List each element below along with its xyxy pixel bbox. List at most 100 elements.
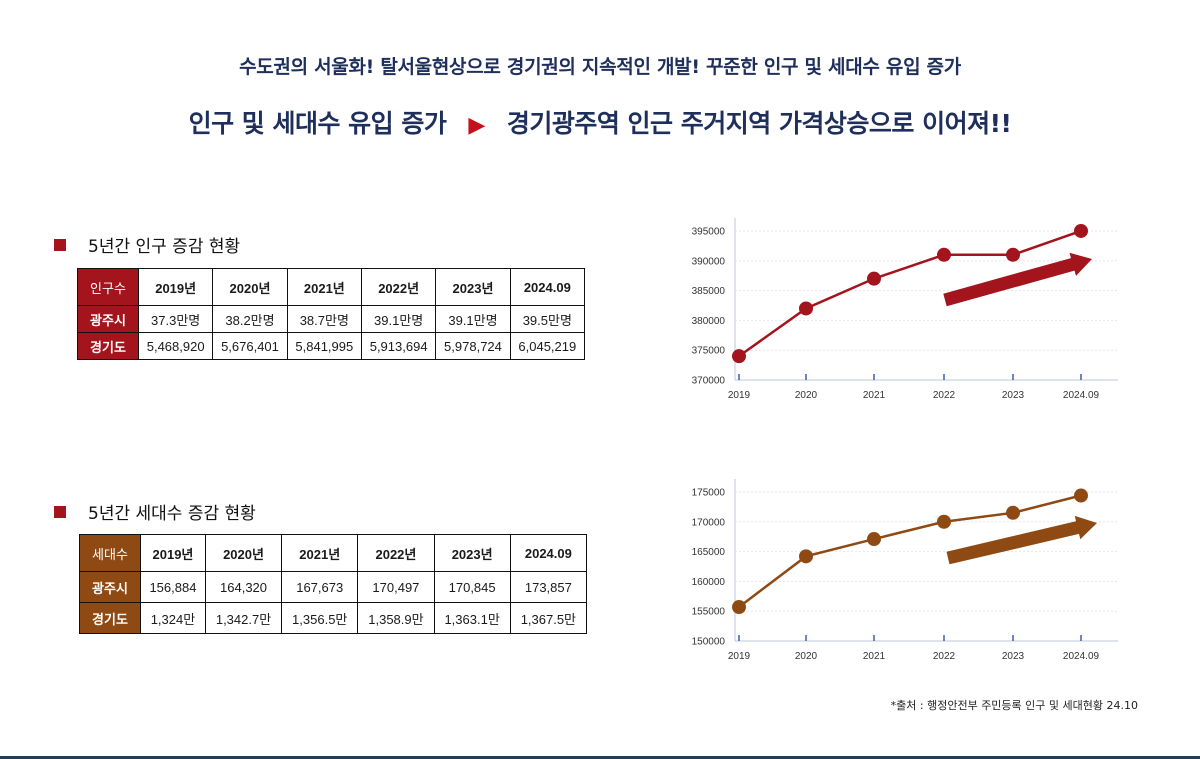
table-row: 광주시 156,884 164,320 167,673 170,497 170,… [79,571,588,603]
data-point [937,247,951,262]
table-cell: 170,497 [357,571,435,603]
table-cell: 39.1만명 [360,305,437,333]
y-tick-label: 370000 [692,376,726,387]
data-point [867,532,881,547]
data-point [937,514,951,529]
table-cell: 5,468,920 [137,332,214,360]
household-table: 세대수 2019년 2020년 2021년 2022년 2023년 2024.0… [79,534,588,634]
table-cell: 173,857 [509,571,588,603]
y-tick-label: 170000 [692,517,726,528]
trend-arrow-icon [943,252,1092,307]
data-point [732,349,746,364]
headline-secondary: 인구 및 세대수 유입 증가 ▶ 경기광주역 인근 주거지역 가격상승으로 이어져!… [0,104,1200,140]
population-col-header: 2023년 [435,268,511,306]
table-cell: 5,913,694 [360,332,437,360]
x-tick-label: 2021 [863,390,886,401]
table-cell: 1,358.9만 [357,602,435,634]
population-col-header: 2022년 [360,268,437,306]
row-label-gwangju: 광주시 [77,305,139,333]
x-tick-label: 2023 [1002,390,1025,401]
table-cell: 6,045,219 [509,332,586,360]
source-note: *출처 : 행정안전부 주민등록 인구 및 세대현황 24.10 [890,699,1138,712]
red-square-bullet-icon [54,238,66,251]
table-row: 광주시 37.3만명 38.2만명 38.7만명 39.1만명 39.1만명 3… [77,305,586,333]
y-tick-label: 165000 [692,547,726,558]
y-tick-label: 155000 [692,607,726,618]
table-row: 경기도 1,324만 1,342.7만 1,356.5만 1,358.9만 1,… [79,602,588,634]
x-tick-label: 2024.09 [1063,390,1100,401]
household-section-title-text: 5년간 세대수 증감 현황 [88,504,256,524]
population-col-header: 2021년 [286,268,362,306]
data-point [1074,488,1088,503]
data-point [732,600,746,615]
table-cell: 156,884 [140,571,206,603]
population-col-header: 2020년 [212,268,288,306]
household-table-corner: 세대수 [79,534,141,572]
population-table-corner: 인구수 [77,268,139,306]
table-cell: 1,356.5만 [281,602,359,634]
household-col-header: 2020년 [204,534,283,572]
row-label-gyeonggi: 경기도 [77,332,139,360]
x-tick-label: 2024.09 [1063,651,1100,662]
table-cell: 5,676,401 [212,332,288,360]
table-cell: 170,845 [433,571,511,603]
x-tick-label: 2020 [795,651,818,662]
data-point [1006,505,1020,520]
table-cell: 1,367.5만 [509,602,588,634]
data-point [1074,223,1088,238]
red-square-bullet-icon [54,505,66,518]
household-col-header: 2024.09 [509,534,588,572]
series-line [738,494,1082,609]
table-cell: 5,978,724 [435,332,511,360]
population-table-header-row: 인구수 2019년 2020년 2021년 2022년 2023년 2024.0… [77,268,586,306]
data-point [799,549,813,564]
headline-left-text: 인구 및 세대수 유입 증가 [188,109,447,138]
y-tick-label: 175000 [692,487,726,498]
household-line-chart: 150000 155000 160000 165000 170000 175000 2019… [692,479,1118,662]
trend-arrow-icon [946,515,1097,565]
data-point [867,271,881,286]
table-cell: 38.2만명 [212,305,288,333]
table-cell: 39.5만명 [509,305,586,333]
table-cell: 1,324만 [140,602,206,634]
table-cell: 37.3만명 [137,305,214,333]
x-tick-label: 2019 [728,390,751,401]
bottom-divider [0,756,1200,759]
x-tick-label: 2022 [933,390,956,401]
y-tick-label: 375000 [692,346,726,357]
y-tick-label: 380000 [692,316,726,327]
population-section-title-text: 5년간 인구 증감 현황 [88,237,241,257]
x-tick-label: 2020 [795,390,818,401]
household-col-header: 2023년 [433,534,511,572]
table-cell: 1,342.7만 [204,602,283,634]
play-arrow-icon: ▶ [468,113,485,138]
table-row: 경기도 5,468,920 5,676,401 5,841,995 5,913,… [77,332,586,360]
x-tick-label: 2022 [933,651,956,662]
y-tick-label: 160000 [692,577,726,588]
household-col-header: 2022년 [357,534,435,572]
table-cell: 38.7만명 [286,305,362,333]
headline-right-text: 경기광주역 인근 주거지역 가격상승으로 이어져!! [506,109,1012,138]
x-tick-label: 2021 [863,651,886,662]
population-line-chart: 370000 375000 380000 385000 390000 395000 2019… [692,218,1118,401]
table-cell: 164,320 [204,571,283,603]
population-section-title: 5년간 인구 증감 현황 [54,232,240,257]
table-cell: 167,673 [281,571,359,603]
data-point [1006,247,1020,262]
household-section-title: 5년간 세대수 증감 현황 [54,499,256,524]
x-tick-label: 2019 [728,651,751,662]
table-cell: 39.1만명 [435,305,511,333]
household-col-header: 2021년 [281,534,359,572]
population-col-header: 2019년 [137,268,214,306]
headline-primary: 수도권의 서울화! 탈서울현상으로 경기권의 지속적인 개발! 꾸준한 인구 및… [239,56,961,78]
row-label-gwangju: 광주시 [79,571,141,603]
x-tick-label: 2023 [1002,651,1025,662]
household-col-header: 2019년 [140,534,206,572]
y-tick-label: 385000 [692,286,726,297]
series-line [738,229,1082,358]
household-table-header-row: 세대수 2019년 2020년 2021년 2022년 2023년 2024.0… [79,534,588,572]
y-tick-label: 390000 [692,256,726,267]
data-point [799,301,813,316]
table-cell: 5,841,995 [286,332,362,360]
population-table: 인구수 2019년 2020년 2021년 2022년 2023년 2024.0… [77,268,586,360]
